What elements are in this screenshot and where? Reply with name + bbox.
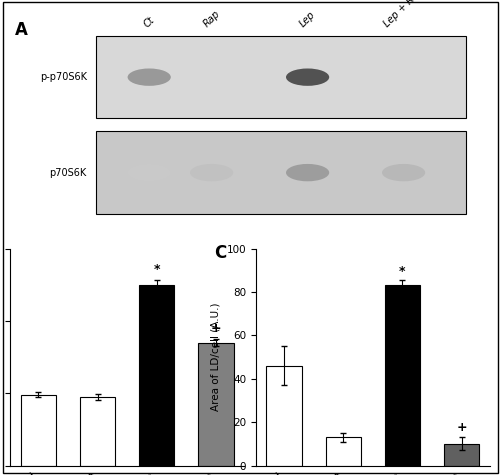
Text: *: * <box>399 265 406 278</box>
Bar <box>385 285 420 466</box>
Text: p-p70S6K: p-p70S6K <box>40 72 87 82</box>
Ellipse shape <box>286 68 329 86</box>
Bar <box>266 366 302 466</box>
Text: C: C <box>214 244 226 262</box>
Text: +: + <box>456 421 467 434</box>
Ellipse shape <box>382 164 425 181</box>
Text: Lep: Lep <box>298 10 318 29</box>
Text: Rap: Rap <box>202 9 222 29</box>
Ellipse shape <box>190 164 233 181</box>
Ellipse shape <box>128 68 171 86</box>
Text: *: * <box>154 263 160 276</box>
Bar <box>139 285 174 466</box>
Text: p70S6K: p70S6K <box>50 168 87 178</box>
Bar <box>326 437 361 466</box>
FancyBboxPatch shape <box>96 36 466 118</box>
Ellipse shape <box>128 164 171 181</box>
Bar <box>80 397 115 466</box>
FancyBboxPatch shape <box>96 132 466 214</box>
Text: +: + <box>210 323 221 335</box>
Ellipse shape <box>286 164 329 181</box>
Bar <box>198 342 234 466</box>
Text: Ct: Ct <box>142 15 156 29</box>
Text: A: A <box>15 21 28 39</box>
Bar <box>20 395 56 466</box>
Bar <box>444 444 480 466</box>
Y-axis label: Area of LD/cell (A.U.): Area of LD/cell (A.U.) <box>211 303 221 411</box>
Text: Lep + Rap: Lep + Rap <box>382 0 425 29</box>
